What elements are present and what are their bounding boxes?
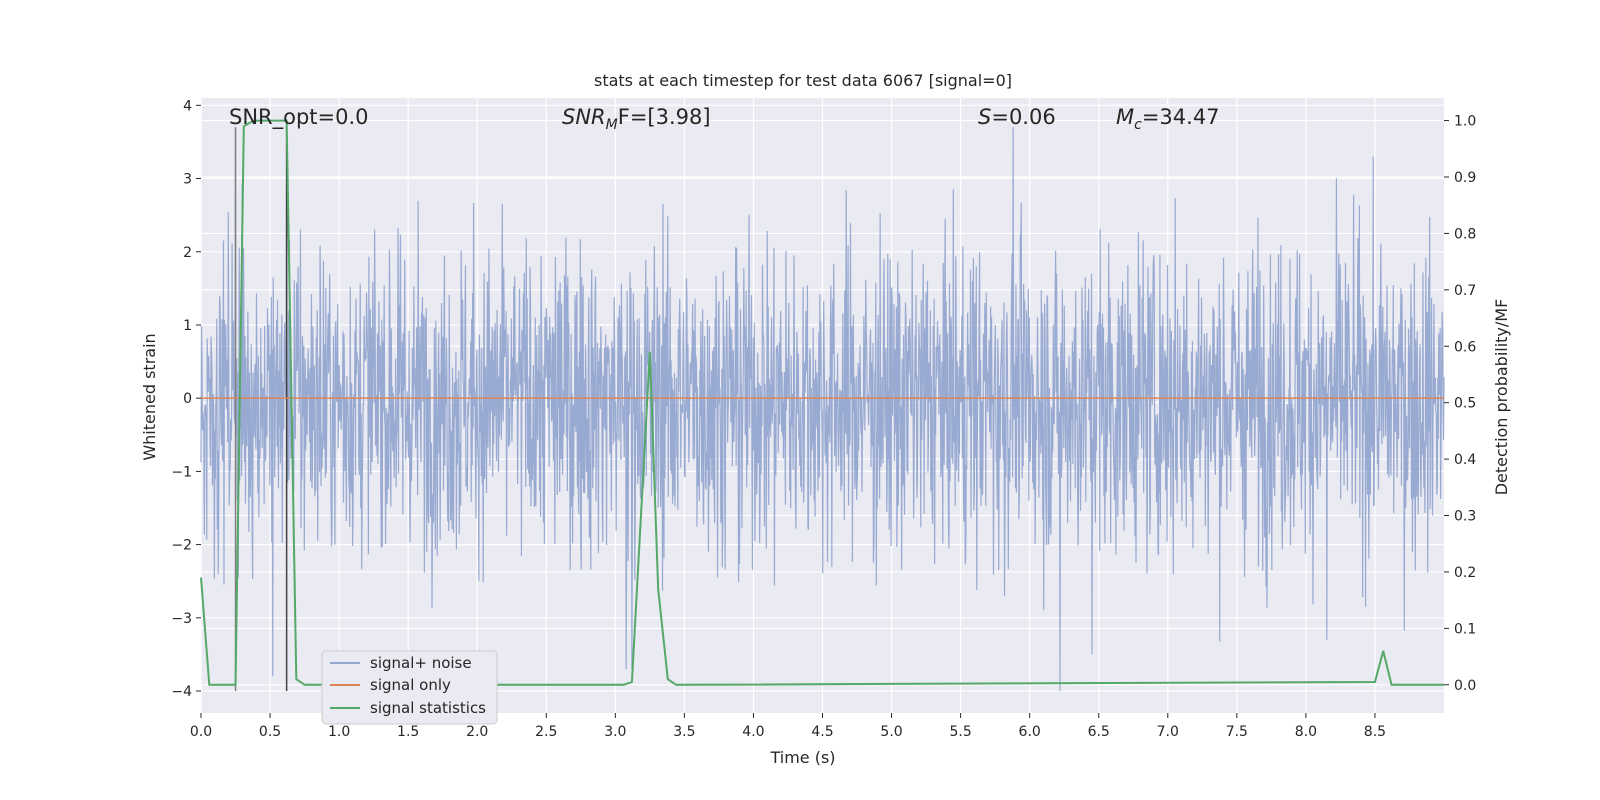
x-tick-label: 7.0 [1157,724,1179,740]
annotation-snr-mf: SNRMF=[3.98] [562,105,711,133]
legend-label-signal-statistics: signal statistics [370,699,486,717]
grid [200,98,1444,713]
right-y-tick-label: 0.7 [1454,283,1476,299]
signal-statistics-series [200,119,1444,686]
right-y-tick-label: 0.9 [1454,170,1476,186]
x-tick-label: 8.5 [1364,724,1386,740]
left-y-tick-label: −3 [171,611,192,627]
legend-label-signal-noise: signal+ noise [370,654,472,672]
x-tick-label: 7.5 [1226,724,1248,740]
right-y-tick-label: 0.1 [1454,621,1476,637]
right-y-axis-label: Detection probability/MF [1492,299,1511,496]
right-y-tick-label: 1.0 [1454,114,1476,130]
x-tick-label: 5.5 [949,724,971,740]
x-tick-label: 6.5 [1088,724,1110,740]
left-y-tick-label: 0 [183,391,192,407]
right-y-tick-label: 0.8 [1454,226,1476,242]
chart-title: stats at each timestep for test data 606… [594,71,1012,90]
x-tick-label: 3.5 [673,724,695,740]
x-tick-label: 8.0 [1295,724,1317,740]
right-y-tick-label: 0.3 [1454,509,1476,525]
right-y-tick-label: 0.0 [1454,678,1476,694]
annotation-mc: Mc=34.47 [1116,105,1220,133]
x-tick-label: 4.5 [811,724,833,740]
x-tick-label: 4.0 [742,724,764,740]
left-y-axis-label: Whitened strain [140,333,159,460]
legend-box [321,650,498,725]
left-y-axis-ticks: 4 3 2 1 0 −1 −2 −3 −4 [171,98,201,700]
x-tick-label: 6.0 [1019,724,1041,740]
vertical-markers [234,127,288,692]
signal-noise-line [200,127,1445,692]
x-tick-label: 3.0 [604,724,626,740]
right-y-tick-label: 0.4 [1454,452,1476,468]
signal-statistics-line [200,119,1444,686]
legend: signal+ noise signal only signal statist… [321,650,498,725]
right-y-axis-ticks: 1.0 0.9 0.8 0.7 0.6 0.5 0.4 0.3 0.2 0.1 0.0 [1444,114,1476,694]
left-y-tick-label: 4 [183,98,192,114]
legend-label-signal-only: signal only [370,676,451,694]
signal-noise-series [200,127,1445,692]
left-y-tick-label: 1 [183,318,192,334]
x-tick-label: 0.5 [259,724,281,740]
annotation-s: S=0.06 [978,105,1056,129]
right-y-tick-label: 0.5 [1454,396,1476,412]
x-tick-label: 0.0 [190,724,212,740]
left-y-tick-label: −4 [171,684,192,700]
left-y-tick-label: −1 [171,464,192,480]
left-y-tick-label: 2 [183,245,192,261]
left-y-tick-label: 3 [183,172,192,188]
x-tick-label: 5.0 [880,724,902,740]
x-tick-label: 1.5 [397,724,419,740]
x-axis-label: Time (s) [769,748,835,767]
annotation-snr-opt: SNR_opt=0.0 [229,105,369,130]
x-tick-label: 2.0 [466,724,488,740]
right-y-tick-label: 0.2 [1454,565,1476,581]
x-tick-label: 1.0 [328,724,350,740]
x-axis-ticks: 0.0 0.5 1.0 1.5 2.0 2.5 3.0 3.5 4.0 4.5 5.0 5.5 6.0 6… [190,713,1386,740]
right-y-tick-label: 0.6 [1454,339,1476,355]
left-y-tick-label: −2 [171,538,192,554]
x-tick-label: 2.5 [535,724,557,740]
